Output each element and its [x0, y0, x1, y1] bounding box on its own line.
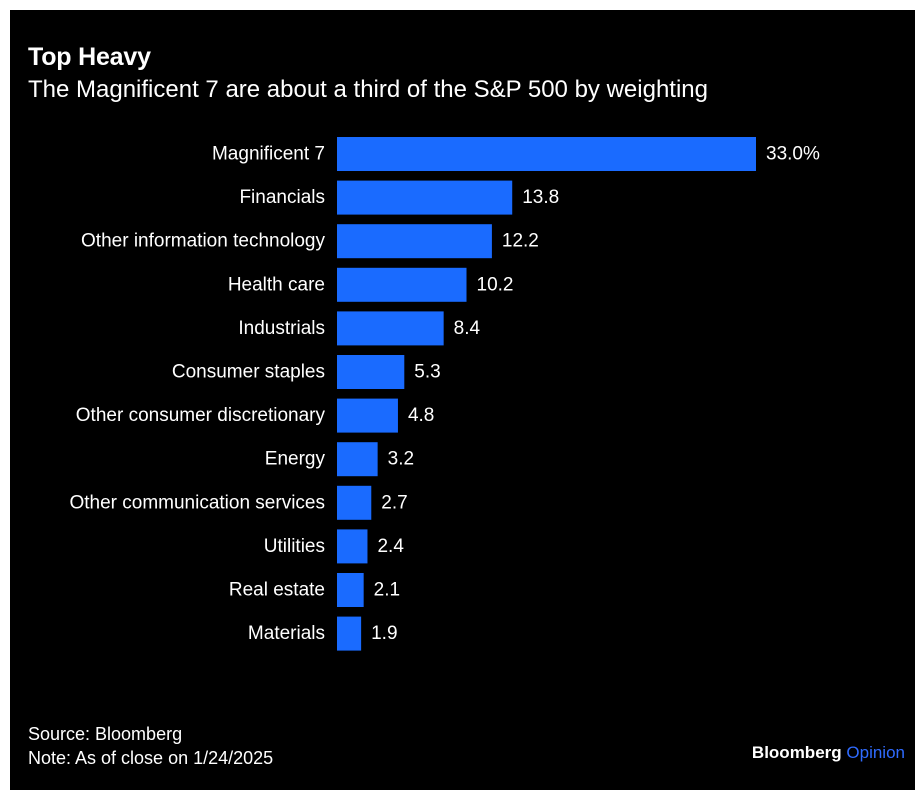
bar-health-care [337, 267, 467, 302]
category-label-utilities: Utilities [264, 536, 325, 557]
bar-other-communication-services [337, 485, 372, 520]
category-label-materials: Materials [248, 623, 325, 644]
chart-subtitle: The Magnificent 7 are about a third of t… [28, 76, 708, 103]
value-label-utilities: 2.4 [377, 536, 404, 557]
category-label-real-estate: Real estate [229, 580, 325, 601]
chart-footer: Source: Bloomberg Note: As of close on 1… [28, 722, 273, 770]
category-label-energy: Energy [265, 449, 326, 470]
chart-card: Top Heavy The Magnificent 7 are about a … [10, 10, 915, 790]
bar-energy [337, 442, 378, 477]
bar-financials [337, 180, 513, 215]
bar-materials [337, 616, 362, 651]
bar-real-estate [337, 573, 364, 607]
brand-accent: Opinion [846, 743, 905, 762]
brand-name: Bloomberg [751, 743, 842, 762]
category-label-financials: Financials [239, 187, 325, 208]
bar-other-information-technology [337, 224, 492, 259]
category-label-magnificent-7: Magnificent 7 [212, 144, 325, 165]
value-label-industrials: 8.4 [454, 318, 481, 339]
value-label-health-care: 10.2 [477, 274, 514, 295]
value-label-consumer-staples: 5.3 [414, 362, 440, 383]
brand-logo: Bloomberg Opinion [752, 743, 905, 763]
category-label-consumer-staples: Consumer staples [172, 362, 325, 383]
bar-other-consumer-discretionary [337, 398, 398, 433]
bar-consumer-staples [337, 355, 405, 389]
value-label-real-estate: 2.1 [374, 580, 400, 601]
category-label-other-communication-services: Other communication services [69, 492, 325, 513]
bar-industrials [337, 311, 444, 346]
value-label-energy: 3.2 [388, 449, 414, 470]
category-label-industrials: Industrials [238, 318, 325, 339]
category-label-other-consumer-discretionary: Other consumer discretionary [76, 405, 326, 426]
value-label-financials: 13.8 [522, 187, 559, 208]
category-label-health-care: Health care [228, 274, 325, 295]
category-label-other-information-technology: Other information technology [81, 231, 325, 252]
source-note: Source: Bloomberg [28, 724, 183, 744]
chart-title: Top Heavy [28, 43, 151, 71]
bar-magnificent-7 [337, 137, 756, 171]
value-label-materials: 1.9 [371, 623, 397, 644]
value-label-other-information-technology: 12.2 [502, 231, 539, 252]
value-label-other-consumer-discretionary: 4.8 [408, 405, 434, 426]
bar-chart: Magnificent 7 33.0% Financials 13.8 Other in… [69, 137, 820, 651]
value-label-other-communication-services: 2.7 [381, 492, 407, 513]
bar-utilities [337, 529, 368, 564]
date-note: Note: As of close on 1/24/2025 [28, 748, 274, 768]
value-label-magnificent-7: 33.0% [766, 144, 820, 165]
